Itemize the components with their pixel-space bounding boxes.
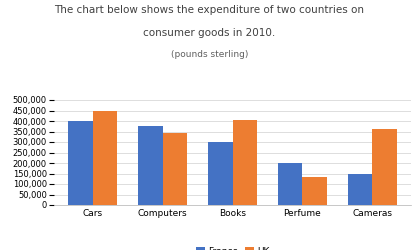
Bar <box>348 174 372 205</box>
Bar <box>163 132 187 205</box>
Text: (pounds sterling): (pounds sterling) <box>171 50 248 59</box>
Bar <box>372 130 397 205</box>
Bar <box>233 120 257 205</box>
Bar <box>138 126 163 205</box>
Text: consumer goods in 2010.: consumer goods in 2010. <box>143 28 276 38</box>
Bar <box>93 110 117 205</box>
Bar <box>208 142 233 205</box>
Bar <box>68 121 93 205</box>
Bar <box>303 177 327 205</box>
Bar <box>278 163 303 205</box>
Legend: France, UK: France, UK <box>192 243 273 250</box>
Text: The chart below shows the expenditure of two countries on: The chart below shows the expenditure of… <box>54 5 365 15</box>
